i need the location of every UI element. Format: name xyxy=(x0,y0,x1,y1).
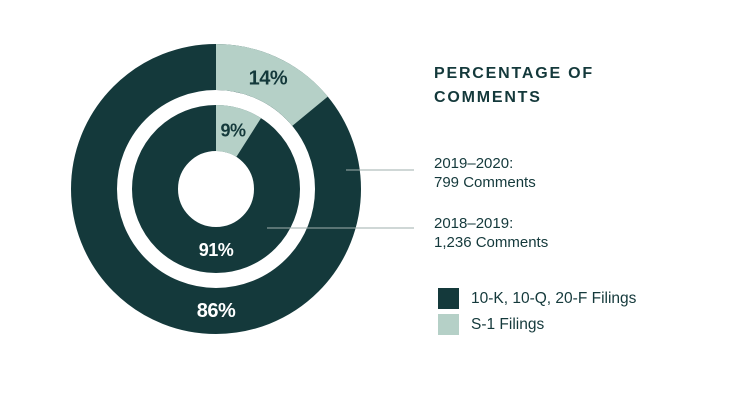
annotation-2018-2019: 2018–2019: 1,236 Comments xyxy=(434,214,548,252)
annotation-2019-2020: 2019–2020: 799 Comments xyxy=(434,154,536,192)
legend-swatch-light xyxy=(438,314,459,335)
outer-ring-light-segment xyxy=(71,44,361,334)
outer-dark-pct-label: 86% xyxy=(197,300,236,322)
legend-item-s1: S-1 Filings xyxy=(438,314,636,335)
legend-item-10k-10q-20f: 10-K, 10-Q, 20-F Filings xyxy=(438,288,636,309)
inner-light-pct-label: 9% xyxy=(221,120,247,140)
inner-dark-pct-label: 91% xyxy=(199,240,234,260)
legend-label: S-1 Filings xyxy=(471,315,545,333)
legend-swatch-dark xyxy=(438,288,459,309)
annotation-count: 1,236 Comments xyxy=(434,234,549,251)
legend: 10-K, 10-Q, 20-F Filings S-1 Filings xyxy=(438,288,636,335)
annotation-period: 2019–2020: xyxy=(434,155,514,172)
legend-label: 10-K, 10-Q, 20-F Filings xyxy=(471,289,637,307)
inner-ring-light-segment xyxy=(132,105,300,273)
outer-light-pct-label: 14% xyxy=(249,68,288,90)
chart-title: PERCENTAGE OF COMMENTS xyxy=(434,65,595,106)
annotation-count: 799 Comments xyxy=(434,174,536,191)
annotation-period: 2018–2019: xyxy=(434,215,514,232)
